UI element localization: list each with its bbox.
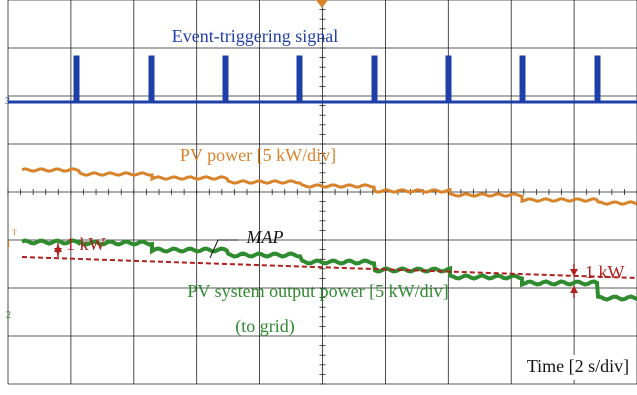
delta-left-label: 1 kW: [66, 234, 106, 254]
to-grid-label: (to grid): [235, 316, 294, 337]
pv-power-label: PV power [5 kW/div]: [180, 145, 336, 165]
trigger-marker: T: [12, 228, 17, 237]
delta-right-label: 1 kW: [585, 262, 625, 282]
event-signal-label: Event-triggering signal: [172, 26, 338, 46]
oscilloscope-screen: Event-triggering signal PV power [5 kW/d…: [0, 0, 637, 395]
ch1-marker: 1: [6, 239, 11, 250]
ch2-marker: 2: [6, 310, 11, 321]
ch3-marker: 3: [5, 96, 10, 107]
map-label: MAP: [246, 227, 284, 247]
time-scale-label: Time [2 s/div]: [527, 356, 629, 376]
output-power-label: PV system output power [5 kW/div]: [187, 281, 448, 301]
